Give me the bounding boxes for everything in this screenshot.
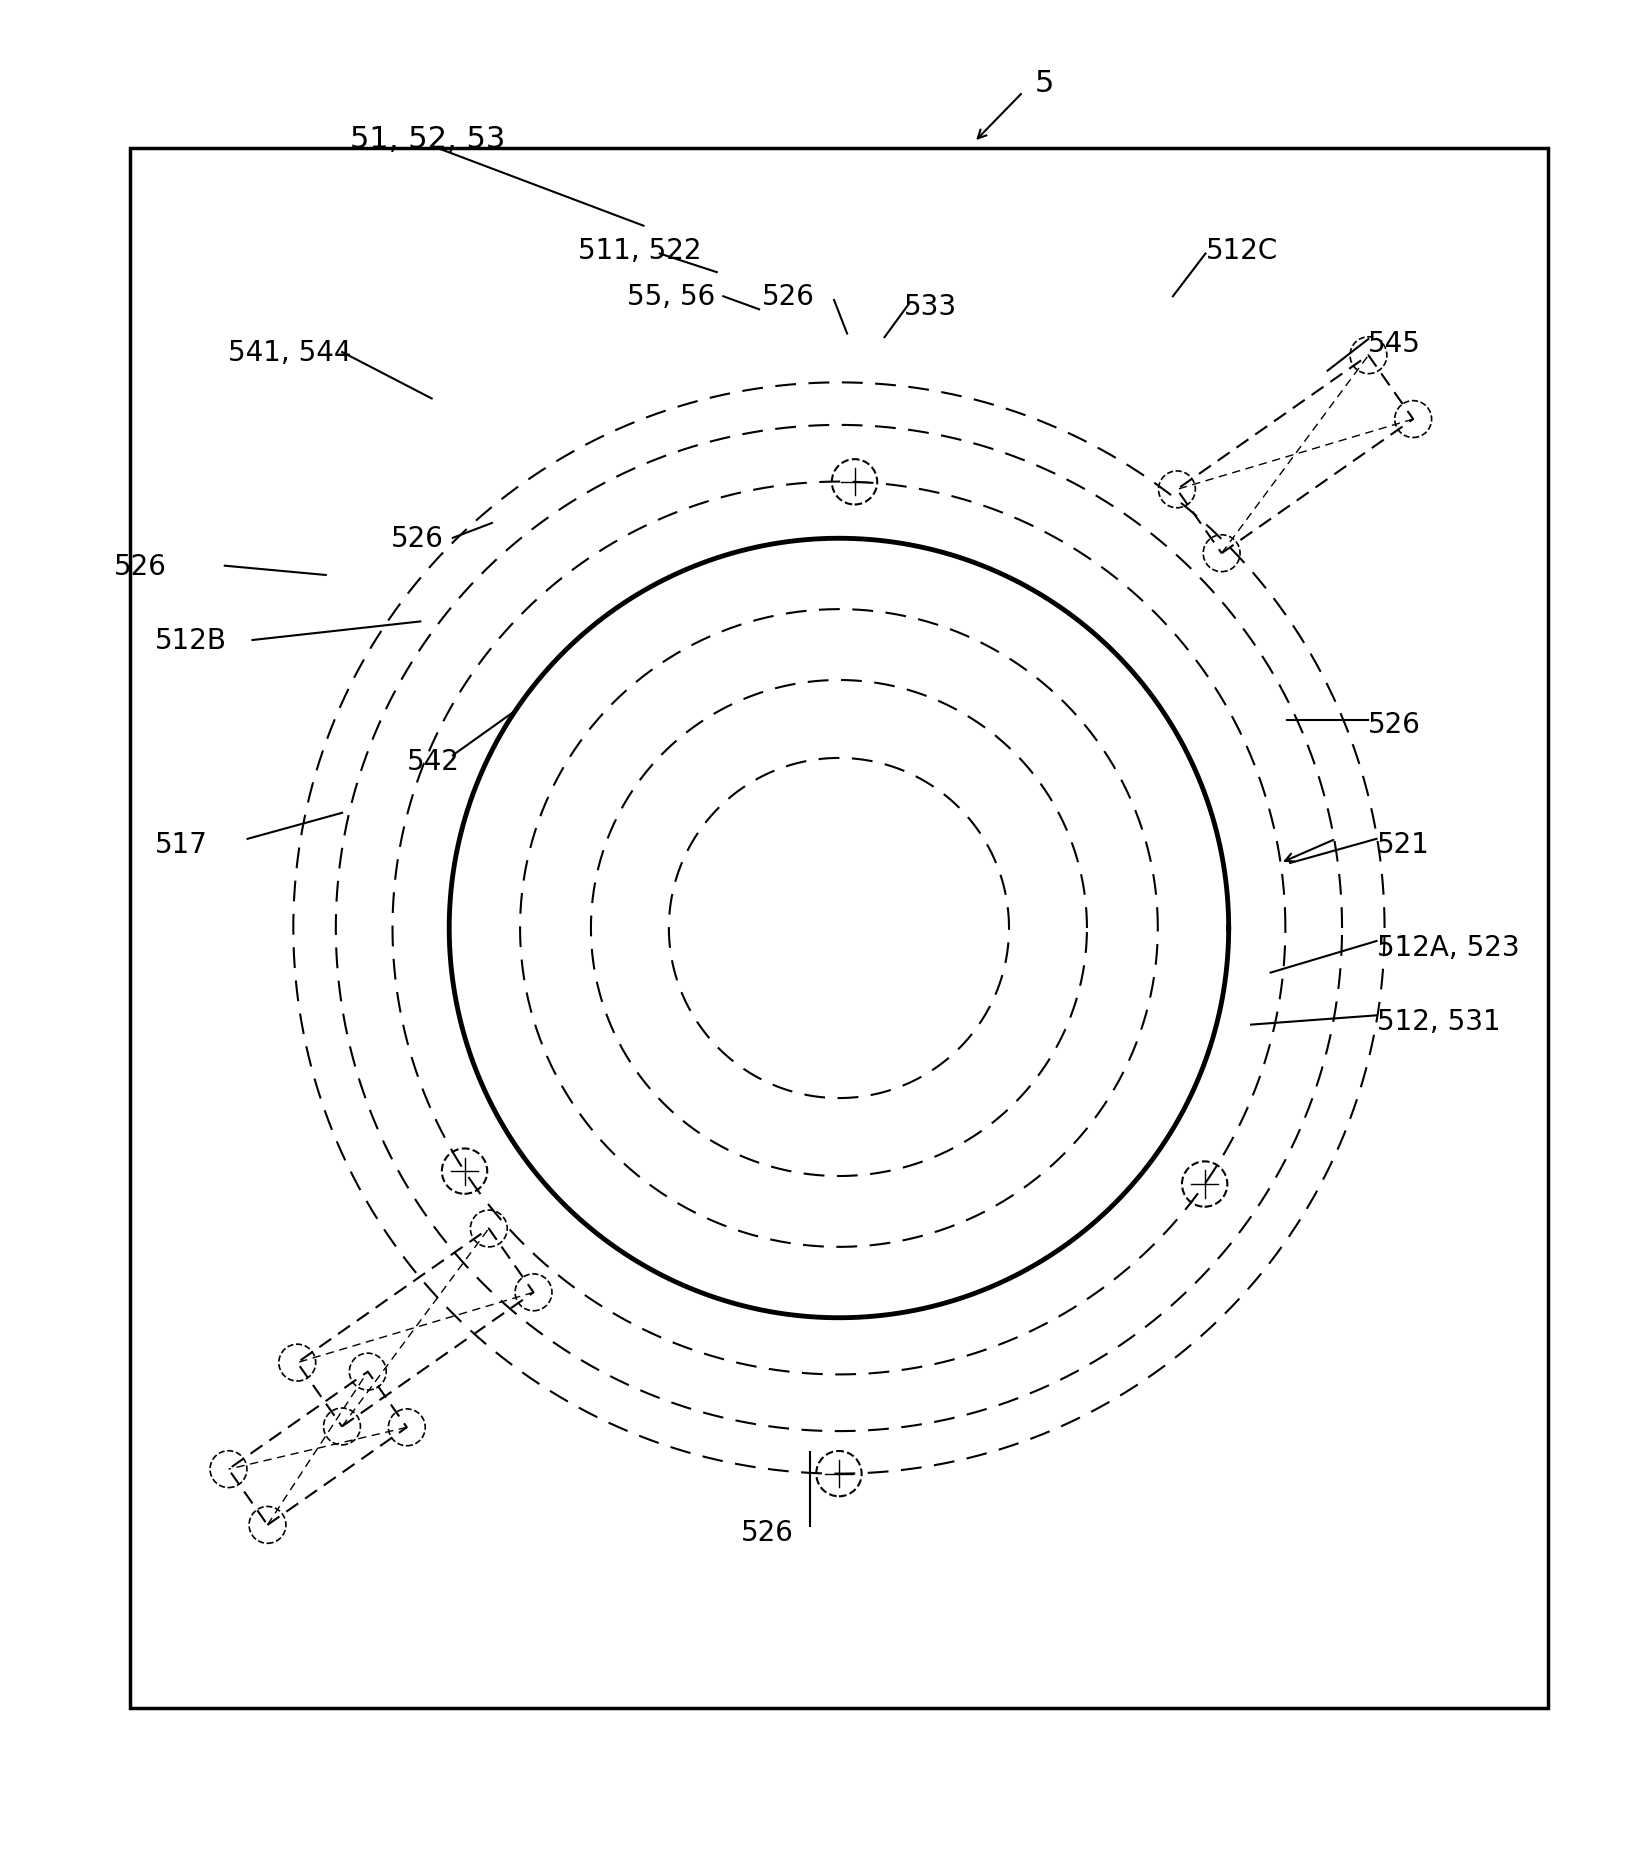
Text: 55, 56: 55, 56 (627, 282, 715, 312)
Text: 512B: 512B (155, 626, 226, 656)
Text: 526: 526 (114, 552, 166, 581)
Text: 541, 544: 541, 544 (228, 338, 352, 368)
Text: 517: 517 (155, 830, 207, 860)
Text: 51, 52, 53: 51, 52, 53 (350, 124, 505, 154)
Text: 526: 526 (1368, 709, 1420, 739)
Text: 521: 521 (1377, 830, 1429, 860)
Text: 526: 526 (741, 1517, 793, 1547)
Text: 526: 526 (391, 524, 443, 553)
Text: 526: 526 (762, 282, 814, 312)
Text: 542: 542 (407, 747, 459, 776)
Text: 533: 533 (904, 292, 958, 321)
Text: 511, 522: 511, 522 (578, 236, 702, 266)
Text: 512, 531: 512, 531 (1377, 1006, 1500, 1036)
Text: 512C: 512C (1205, 236, 1277, 266)
Text: 512A, 523: 512A, 523 (1377, 932, 1520, 962)
Bar (130, 149, 1548, 1708)
Text: 545: 545 (1368, 329, 1420, 358)
Text: 5: 5 (1034, 69, 1054, 98)
